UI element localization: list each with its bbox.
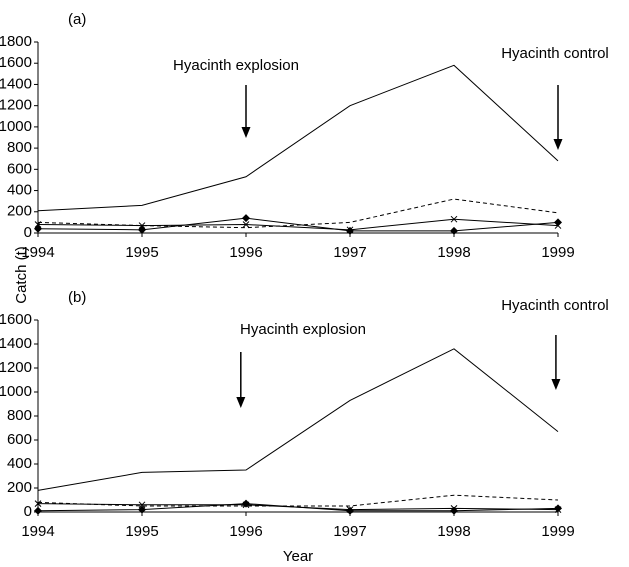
annotation: Hyacinth control bbox=[501, 45, 609, 62]
y-tick-label: 200 bbox=[7, 479, 32, 496]
diamond-marker bbox=[34, 506, 42, 515]
diamond-marker bbox=[554, 504, 562, 513]
x-tick-label: 1999 bbox=[541, 523, 574, 540]
x-tick-label: 1995 bbox=[125, 244, 158, 261]
annotation: Hyacinth control bbox=[501, 297, 609, 314]
x-marker bbox=[242, 501, 250, 509]
x-marker bbox=[554, 222, 562, 229]
data-line bbox=[37, 503, 559, 511]
x-marker bbox=[34, 500, 42, 507]
diamond-marker bbox=[242, 499, 250, 508]
x-marker bbox=[34, 221, 42, 228]
x-marker bbox=[346, 226, 354, 234]
x-marker bbox=[138, 501, 146, 509]
y-tick-label: 1200 bbox=[0, 359, 32, 376]
x-marker bbox=[554, 506, 562, 513]
data-line bbox=[37, 217, 559, 232]
y-axis-label: Catch (t) bbox=[13, 246, 30, 304]
x-marker bbox=[242, 221, 250, 228]
y-tick-label: 600 bbox=[7, 160, 32, 177]
y-tick-label: 800 bbox=[7, 407, 32, 424]
x-marker bbox=[138, 222, 146, 229]
y-tick-label: 1000 bbox=[0, 118, 32, 135]
y-tick-label: 1000 bbox=[0, 383, 32, 400]
data-line bbox=[37, 348, 559, 491]
y-tick-label: 1600 bbox=[0, 54, 32, 71]
y-tick-label: 1200 bbox=[0, 97, 32, 114]
diamond-marker bbox=[242, 214, 250, 223]
x-axis-label: Year bbox=[283, 548, 313, 565]
arrow-head bbox=[236, 397, 246, 408]
y-tick-label: 800 bbox=[7, 139, 32, 156]
diamond-marker bbox=[450, 226, 458, 235]
x-tick-label: 1997 bbox=[333, 244, 366, 261]
x-marker bbox=[450, 215, 458, 223]
y-tick-label: 600 bbox=[7, 431, 32, 448]
x-tick-label: 1996 bbox=[229, 244, 262, 261]
diamond-marker bbox=[554, 218, 562, 227]
panel-label: (b) bbox=[68, 289, 86, 306]
y-tick-label: 1400 bbox=[0, 75, 32, 92]
x-tick-label: 1994 bbox=[21, 523, 54, 540]
x-tick-label: 1998 bbox=[437, 523, 470, 540]
x-tick-label: 1997 bbox=[333, 523, 366, 540]
y-tick-label: 1400 bbox=[0, 335, 32, 352]
x-tick-label: 1999 bbox=[541, 244, 574, 261]
y-tick-label: 0 bbox=[24, 503, 32, 520]
x-tick-label: 1998 bbox=[437, 244, 470, 261]
arrow-head bbox=[241, 127, 251, 138]
diamond-marker bbox=[346, 226, 354, 235]
x-marker bbox=[346, 506, 354, 513]
data-line bbox=[37, 218, 559, 231]
x-tick-label: 1996 bbox=[229, 523, 262, 540]
y-tick-label: 1600 bbox=[0, 311, 32, 328]
diamond-marker bbox=[34, 224, 42, 233]
y-tick-label: 200 bbox=[7, 203, 32, 220]
y-tick-label: 400 bbox=[7, 455, 32, 472]
annotation: Hyacinth explosion bbox=[173, 57, 299, 74]
x-tick-label: 1995 bbox=[125, 523, 158, 540]
annotation: Hyacinth explosion bbox=[240, 321, 366, 338]
data-line bbox=[37, 198, 559, 229]
arrow-head bbox=[551, 379, 561, 390]
x-marker bbox=[450, 505, 458, 512]
y-tick-label: 400 bbox=[7, 182, 32, 199]
diamond-marker bbox=[346, 506, 354, 515]
data-line bbox=[37, 494, 559, 507]
panel-label: (a) bbox=[68, 11, 86, 28]
diamond-marker bbox=[138, 505, 146, 514]
data-line bbox=[37, 64, 559, 212]
arrow-head bbox=[553, 139, 563, 150]
y-tick-label: 0 bbox=[24, 224, 32, 241]
x-tick-label: 1994 bbox=[21, 244, 54, 261]
y-tick-label: 1800 bbox=[0, 33, 32, 50]
